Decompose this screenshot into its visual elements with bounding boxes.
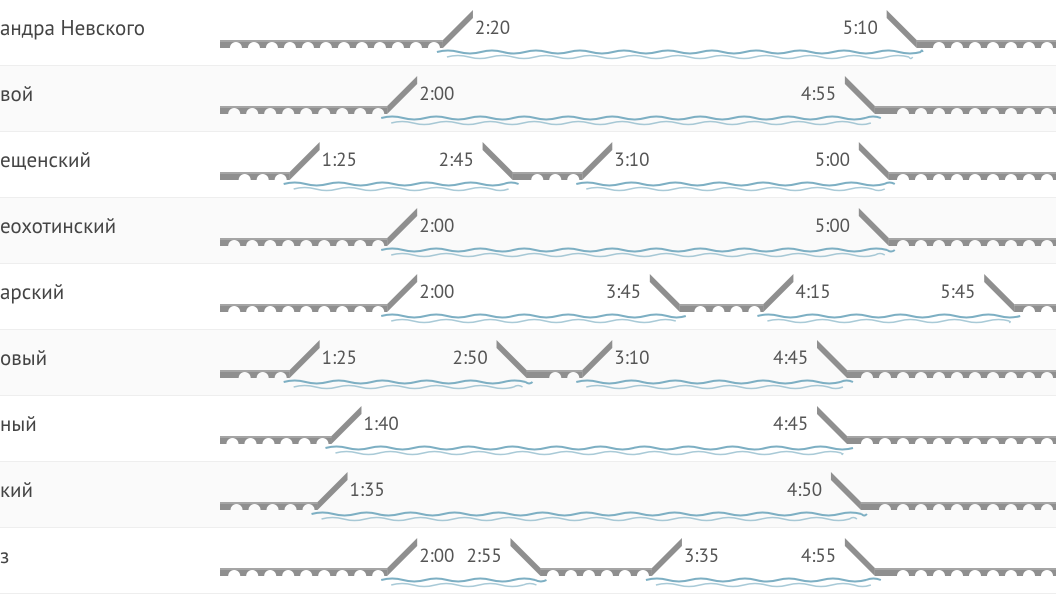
close-time-label: 2:55 (466, 544, 501, 568)
close-time-label: 2:45 (439, 148, 474, 172)
bridge-row: андра Невского 2:20 5:10 (0, 0, 1056, 66)
open-time-label: 2:00 (419, 82, 454, 106)
bridge-timeline: 2:20 5:10 (220, 0, 1056, 65)
close-time-label: 5:00 (815, 148, 850, 172)
bridge-row: вой 2:00 4:55 (0, 66, 1056, 132)
bridge-name: арский (0, 278, 64, 305)
bridge-name: ный (0, 410, 37, 437)
open-time-label: 1:25 (322, 148, 357, 172)
bridge-name: ещенский (0, 146, 91, 173)
bridge-row: еохотинский 2:00 5:00 (0, 198, 1056, 264)
open-time-label: 4:15 (795, 280, 830, 304)
bridge-row: арский 2:00 3:45 4:15 5:45 (0, 264, 1056, 330)
open-time-label: 3:35 (684, 544, 719, 568)
open-time-label: 2:00 (419, 214, 454, 238)
close-time-label: 4:55 (801, 82, 836, 106)
open-time-label: 1:40 (363, 412, 398, 436)
bridge-timeline: 1:25 2:45 3:10 5:00 (220, 132, 1056, 197)
close-time-label: 4:45 (773, 346, 808, 370)
bridge-timeline: 2:00 5:00 (220, 198, 1056, 263)
bridge-row: ный 1:40 4:45 (0, 396, 1056, 462)
bridge-name: еохотинский (0, 212, 116, 239)
bridge-timeline: 1:35 4:50 (220, 462, 1056, 527)
bridge-timeline: 2:00 3:45 4:15 5:45 (220, 264, 1056, 329)
bridge-row: овый 1:25 2:50 3:10 4:45 (0, 330, 1056, 396)
open-time-label: 2:00 (419, 280, 454, 304)
bridge-timeline: 1:25 2:50 3:10 4:45 (220, 330, 1056, 395)
close-time-label: 4:50 (787, 478, 822, 502)
close-time-label: 4:45 (773, 412, 808, 436)
close-time-label: 5:10 (843, 16, 878, 40)
bridge-row: ещенский 1:25 2:45 3:10 5:00 (0, 132, 1056, 198)
open-time-label: 2:00 (419, 544, 454, 568)
open-time-label: 3:10 (614, 346, 649, 370)
open-time-label: 1:35 (350, 478, 385, 502)
close-time-label: 5:45 (940, 280, 975, 304)
bridge-schedule-chart: андра Невского 2:20 5:10 вой 2:00 4:55 ещенски… (0, 0, 1056, 594)
open-time-label: 2:20 (475, 16, 510, 40)
bridge-timeline: 1:40 4:45 (220, 396, 1056, 461)
bridge-row: кий 1:35 4:50 (0, 462, 1056, 528)
close-time-label: 5:00 (815, 214, 850, 238)
bridge-timeline: 2:00 4:55 (220, 66, 1056, 131)
close-time-label: 4:55 (801, 544, 836, 568)
open-time-label: 3:10 (614, 148, 649, 172)
bridge-timeline: 2:00 2:55 3:35 4:55 (220, 528, 1056, 593)
bridge-name: з (0, 542, 9, 569)
open-time-label: 1:25 (322, 346, 357, 370)
bridge-name: овый (0, 344, 47, 371)
bridge-name: кий (0, 476, 33, 503)
bridge-name: вой (0, 80, 33, 107)
bridge-row: з 2:00 2:55 3:35 4:55 (0, 528, 1056, 594)
close-time-label: 2:50 (453, 346, 488, 370)
bridge-name: андра Невского (0, 14, 145, 41)
close-time-label: 3:45 (606, 280, 641, 304)
